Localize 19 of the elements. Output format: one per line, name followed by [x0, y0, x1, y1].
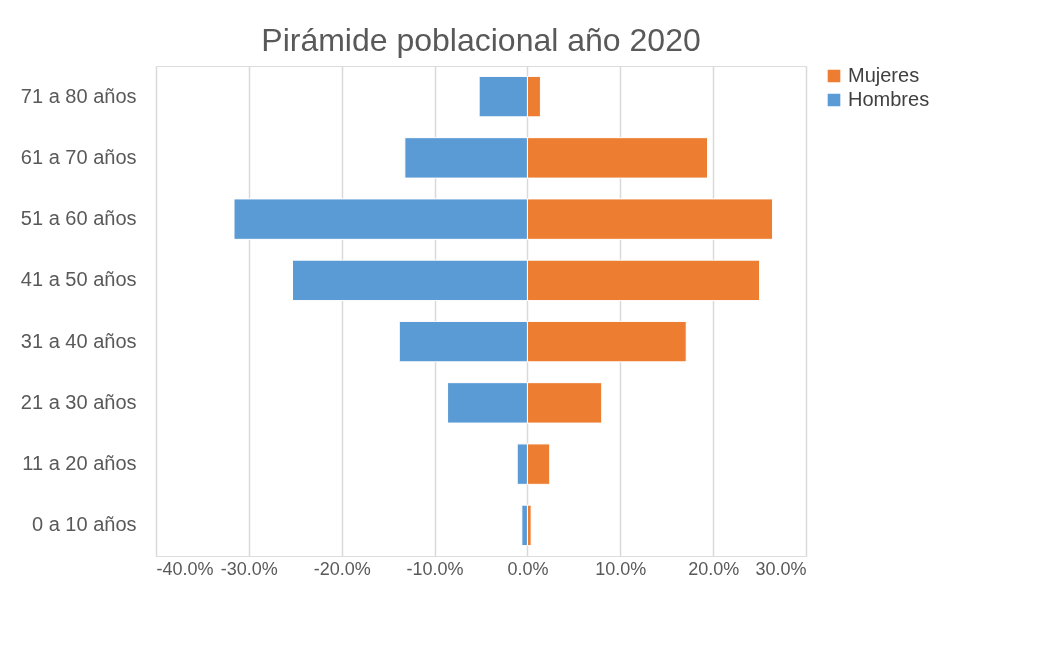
x-tick-label: -40.0% — [156, 558, 214, 579]
y-tick-label: 21 a 30 años — [20, 390, 137, 413]
x-tick-label: -20.0% — [313, 558, 371, 579]
x-tick-label: 0.0% — [507, 558, 549, 579]
x-tick-label: 10.0% — [595, 558, 647, 579]
y-tick-label: 51 a 60 años — [20, 207, 137, 230]
y-tick-label: 41 a 50 años — [20, 268, 137, 291]
x-tick-label: -30.0% — [220, 558, 278, 579]
legend-label: Mujeres — [848, 64, 920, 86]
legend-label: Hombres — [848, 88, 930, 110]
chart-title: Pirámide poblacional año 2020 — [261, 22, 701, 58]
y-tick-label: 11 a 20 años — [22, 452, 137, 475]
y-tick-label: 31 a 40 años — [20, 329, 137, 352]
y-tick-label: 71 a 80 años — [20, 84, 137, 107]
x-tick-label: 20.0% — [688, 558, 740, 579]
y-tick-label: 0 a 10 años — [31, 513, 137, 536]
x-tick-label: -10.0% — [406, 558, 464, 579]
y-tick-label: 61 a 70 años — [20, 145, 137, 168]
x-tick-label: 30.0% — [755, 558, 807, 579]
